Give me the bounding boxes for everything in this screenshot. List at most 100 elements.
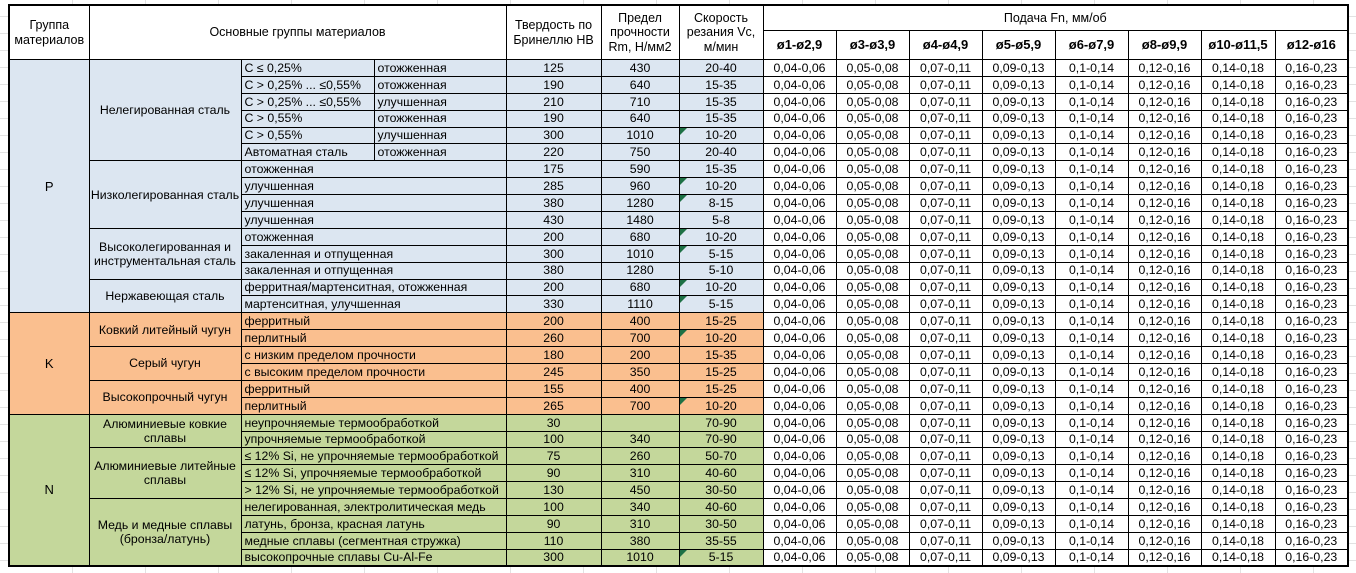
feed-cell[interactable]: 0,05-0,08 — [835, 312, 910, 331]
speed-cell[interactable]: 40-60 — [678, 464, 764, 483]
material-state-cell[interactable]: перлитный — [240, 329, 507, 348]
speed-cell[interactable]: 70-90 — [678, 413, 764, 432]
feed-cell[interactable]: 0,16-0,23 — [1274, 227, 1349, 246]
feed-cell[interactable]: 0,05-0,08 — [835, 498, 910, 517]
feed-cell[interactable]: 0,1-0,14 — [1054, 126, 1129, 145]
feed-cell[interactable]: 0,12-0,16 — [1127, 363, 1202, 381]
material-state-cell[interactable]: > 12% Si, не упрочняемые термообработкой — [240, 481, 507, 500]
feed-cell[interactable]: 0,07-0,11 — [908, 413, 983, 432]
feed-cell[interactable]: 0,12-0,16 — [1127, 278, 1202, 297]
feed-cell[interactable]: 0,14-0,18 — [1200, 295, 1276, 314]
feed-cell[interactable]: 0,05-0,08 — [835, 464, 910, 483]
hardness-cell[interactable]: 90 — [505, 464, 602, 483]
speed-cell[interactable]: 15-35 — [678, 346, 764, 365]
feed-cell[interactable]: 0,05-0,08 — [835, 379, 910, 398]
hardness-cell[interactable]: 430 — [505, 211, 602, 229]
hardness-cell[interactable]: 100 — [505, 498, 602, 517]
hardness-cell[interactable]: 200 — [505, 312, 602, 331]
feed-cell[interactable]: 0,09-0,13 — [981, 430, 1056, 449]
header-feed-dia-7[interactable]: ø10-ø11,5 — [1200, 30, 1276, 60]
feed-cell[interactable]: 0,04-0,06 — [762, 211, 837, 229]
hardness-cell[interactable]: 125 — [505, 59, 602, 77]
feed-cell[interactable]: 0,16-0,23 — [1274, 447, 1349, 466]
strength-cell[interactable]: 640 — [600, 75, 680, 94]
feed-cell[interactable]: 0,1-0,14 — [1054, 177, 1129, 196]
feed-cell[interactable]: 0,12-0,16 — [1127, 481, 1202, 500]
strength-cell[interactable]: 380 — [600, 531, 680, 550]
feed-cell[interactable]: 0,05-0,08 — [835, 59, 910, 77]
header-tensile-strength[interactable]: Предел прочности Rm, Н/мм2 — [600, 4, 680, 60]
feed-cell[interactable]: 0,07-0,11 — [908, 109, 983, 128]
hardness-cell[interactable]: 245 — [505, 363, 602, 381]
feed-cell[interactable]: 0,09-0,13 — [981, 92, 1056, 111]
feed-cell[interactable]: 0,16-0,23 — [1274, 531, 1349, 550]
feed-cell[interactable]: 0,09-0,13 — [981, 464, 1056, 483]
feed-cell[interactable]: 0,12-0,16 — [1127, 160, 1202, 179]
feed-cell[interactable]: 0,1-0,14 — [1054, 531, 1129, 550]
feed-cell[interactable]: 0,09-0,13 — [981, 379, 1056, 398]
feed-cell[interactable]: 0,04-0,06 — [762, 75, 837, 94]
feed-cell[interactable]: 0,07-0,11 — [908, 177, 983, 196]
header-brinell-hardness[interactable]: Твердость по Бринеллю HB — [505, 4, 602, 60]
feed-cell[interactable]: 0,1-0,14 — [1054, 548, 1129, 567]
feed-cell[interactable]: 0,09-0,13 — [981, 278, 1056, 297]
feed-cell[interactable]: 0,07-0,11 — [908, 363, 983, 381]
material-state-cell[interactable]: ≤ 12% Si, не упрочняемые термообработкой — [240, 447, 507, 466]
feed-cell[interactable]: 0,1-0,14 — [1054, 244, 1129, 263]
feed-cell[interactable]: 0,09-0,13 — [981, 126, 1056, 145]
hardness-cell[interactable]: 75 — [505, 447, 602, 466]
header-main-material-groups[interactable]: Основные группы материалов — [88, 4, 507, 60]
feed-cell[interactable]: 0,12-0,16 — [1127, 515, 1202, 533]
material-state-cell[interactable]: улучшенная — [373, 92, 507, 111]
material-state-cell[interactable]: ферритный — [240, 379, 507, 398]
feed-cell[interactable]: 0,12-0,16 — [1127, 346, 1202, 365]
feed-cell[interactable]: 0,12-0,16 — [1127, 329, 1202, 348]
feed-cell[interactable]: 0,07-0,11 — [908, 312, 983, 331]
feed-cell[interactable]: 0,16-0,23 — [1274, 430, 1349, 449]
feed-cell[interactable]: 0,04-0,06 — [762, 227, 837, 246]
feed-cell[interactable]: 0,04-0,06 — [762, 194, 837, 213]
feed-cell[interactable]: 0,1-0,14 — [1054, 346, 1129, 365]
feed-cell[interactable]: 0,12-0,16 — [1127, 464, 1202, 483]
feed-cell[interactable]: 0,09-0,13 — [981, 211, 1056, 229]
feed-cell[interactable]: 0,16-0,23 — [1274, 346, 1349, 365]
feed-cell[interactable]: 0,12-0,16 — [1127, 211, 1202, 229]
feed-cell[interactable]: 0,07-0,11 — [908, 160, 983, 179]
strength-cell[interactable]: 350 — [600, 363, 680, 381]
feed-cell[interactable]: 0,12-0,16 — [1127, 531, 1202, 550]
feed-cell[interactable]: 0,05-0,08 — [835, 396, 910, 415]
material-state-cell[interactable]: закаленная и отпущенная — [240, 261, 507, 280]
material-state-cell[interactable]: высокопрочные сплавы Cu-Al-Fe — [240, 548, 507, 567]
feed-cell[interactable]: 0,07-0,11 — [908, 211, 983, 229]
feed-cell[interactable]: 0,07-0,11 — [908, 430, 983, 449]
hardness-cell[interactable]: 260 — [505, 329, 602, 348]
header-feed-dia-1[interactable]: ø1-ø2,9 — [762, 30, 837, 60]
strength-cell[interactable]: 400 — [600, 379, 680, 398]
feed-cell[interactable]: 0,05-0,08 — [835, 211, 910, 229]
feed-cell[interactable]: 0,1-0,14 — [1054, 261, 1129, 280]
material-state-cell[interactable]: отожженная — [373, 143, 507, 162]
material-state-cell[interactable]: отожженная — [373, 109, 507, 128]
speed-cell[interactable]: 15-35 — [678, 109, 764, 128]
hardness-cell[interactable]: 300 — [505, 126, 602, 145]
header-feed-dia-4[interactable]: ø5-ø5,9 — [981, 30, 1056, 60]
header-feed-dia-3[interactable]: ø4-ø4,9 — [908, 30, 983, 60]
material-subtype-cell[interactable]: С > 0,55% — [240, 109, 375, 128]
feed-cell[interactable]: 0,05-0,08 — [835, 75, 910, 94]
material-subtype-cell[interactable]: С > 0,25% ... ≤0,55% — [240, 92, 375, 111]
strength-cell[interactable]: 700 — [600, 396, 680, 415]
feed-cell[interactable]: 0,09-0,13 — [981, 75, 1056, 94]
hardness-cell[interactable]: 110 — [505, 531, 602, 550]
feed-cell[interactable]: 0,09-0,13 — [981, 261, 1056, 280]
feed-cell[interactable]: 0,12-0,16 — [1127, 498, 1202, 517]
feed-cell[interactable]: 0,14-0,18 — [1200, 261, 1276, 280]
feed-cell[interactable]: 0,07-0,11 — [908, 143, 983, 162]
hardness-cell[interactable]: 200 — [505, 278, 602, 297]
feed-cell[interactable]: 0,05-0,08 — [835, 160, 910, 179]
feed-cell[interactable]: 0,1-0,14 — [1054, 143, 1129, 162]
feed-cell[interactable]: 0,05-0,08 — [835, 515, 910, 533]
feed-cell[interactable]: 0,09-0,13 — [981, 143, 1056, 162]
feed-cell[interactable]: 0,07-0,11 — [908, 92, 983, 111]
material-state-cell[interactable]: отожженная — [240, 227, 507, 246]
feed-cell[interactable]: 0,14-0,18 — [1200, 59, 1276, 77]
